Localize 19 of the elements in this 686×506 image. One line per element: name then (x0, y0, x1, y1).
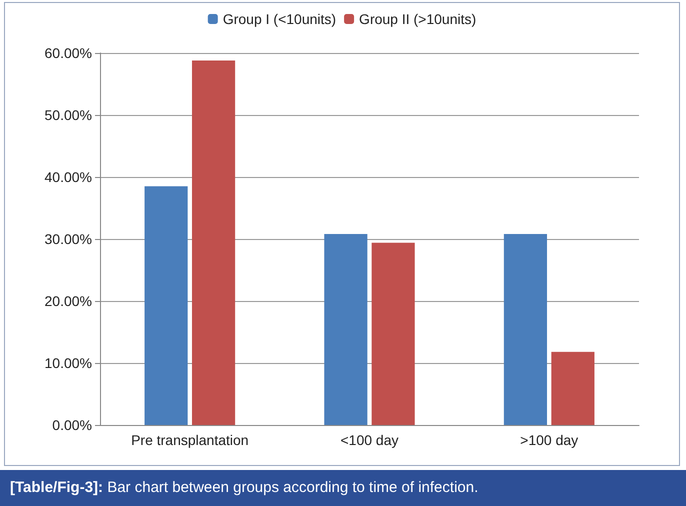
x-tick-label: Pre transplantation (131, 432, 249, 448)
y-tick-label: 30.00% (44, 231, 92, 247)
text: [Table/Fig-3]: Bar chart between groups according to time of infection. (0, 470, 686, 506)
x-tick-label: >100 day (520, 432, 578, 448)
legend-label: Group II (>10units) (359, 11, 476, 27)
bar (504, 234, 548, 425)
bar (144, 186, 188, 425)
y-tick-label: 20.00% (44, 293, 92, 309)
y-tick-label: 10.00% (44, 355, 92, 371)
y-tick-label: 0.00% (52, 417, 92, 433)
y-tick-label: 40.00% (44, 169, 92, 185)
x-tick-label: <100 day (340, 432, 398, 448)
bar (551, 352, 594, 425)
y-tick-label: 50.00% (44, 107, 92, 123)
bar (324, 234, 368, 425)
bar (372, 242, 415, 425)
legend-label: Group I (<10units) (222, 11, 336, 27)
y-tick-label: 60.00% (44, 45, 92, 61)
bar (192, 60, 236, 425)
